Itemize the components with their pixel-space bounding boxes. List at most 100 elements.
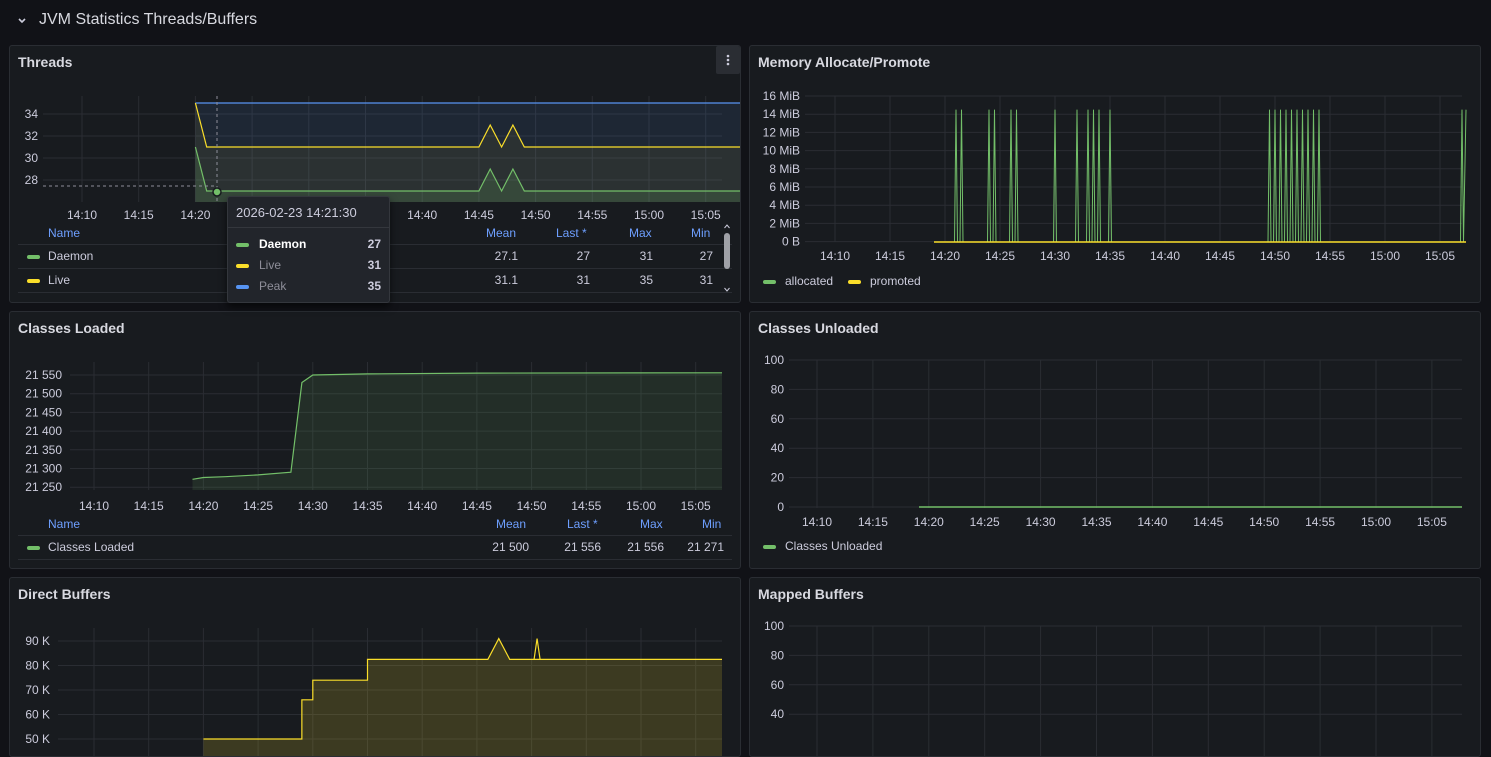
legend-swatch: [27, 546, 40, 550]
y-tick-label: 20: [771, 471, 785, 485]
y-tick-label: 80 K: [25, 659, 50, 673]
y-tick-label: 6 MiB: [769, 180, 800, 194]
x-tick-label: 14:55: [1305, 515, 1335, 529]
x-tick-label: 14:35: [1081, 515, 1111, 529]
x-tick-label: 14:50: [521, 208, 551, 222]
x-tick-label: 14:20: [180, 208, 210, 222]
legend-header-last[interactable]: Last *: [567, 517, 598, 531]
y-tick-label: 16 MiB: [763, 89, 800, 103]
mapped-buffers-chart[interactable]: 100 80 60 40: [750, 578, 1481, 757]
x-tick-label: 14:35: [1095, 249, 1125, 263]
scrollbar-thumb[interactable]: [724, 233, 730, 269]
legend-scrollbar[interactable]: [723, 223, 731, 293]
legend-header-min[interactable]: Min: [691, 226, 711, 240]
chevron-down-icon[interactable]: [15, 11, 29, 29]
x-tick-label: 14:15: [858, 515, 888, 529]
legend-label[interactable]: allocated: [785, 274, 834, 288]
y-tick-label: 8 MiB: [769, 162, 800, 176]
y-tick-label: 0 B: [782, 235, 800, 249]
x-tick-label: 14:45: [464, 208, 494, 222]
mapped-buffers-panel[interactable]: Mapped Buffers 100 80 60 40: [749, 577, 1481, 757]
x-tick-label: 14:45: [1205, 249, 1235, 263]
x-tick-label: 15:05: [691, 208, 721, 222]
y-tick-label: 34: [25, 107, 39, 121]
legend-mean: 27.1: [494, 249, 518, 263]
direct-buffers-chart[interactable]: 90 K 80 K 70 K 60 K 50 K: [10, 578, 741, 757]
legend-label[interactable]: promoted: [870, 274, 921, 288]
hover-point: [212, 187, 222, 197]
tooltip-row: Live 31: [236, 258, 381, 274]
legend-name[interactable]: Classes Loaded: [48, 540, 135, 554]
y-tick-label: 12 MiB: [763, 125, 800, 139]
y-tick-label: 100: [764, 619, 784, 633]
panel-title: Classes Loaded: [18, 320, 125, 336]
panel-title: Threads: [18, 54, 73, 70]
legend-mean: 31.1: [494, 273, 518, 287]
y-tick-label: 90 K: [25, 634, 50, 648]
legend-max: 21 556: [627, 540, 664, 554]
tooltip-value: 31: [367, 258, 381, 272]
y-tick-label: 14 MiB: [763, 107, 800, 121]
legend-header-min[interactable]: Min: [702, 517, 722, 531]
y-tick-label: 30: [25, 151, 39, 165]
panel-title: Mapped Buffers: [758, 586, 864, 602]
x-tick-label: 14:10: [79, 499, 109, 513]
y-tick-label: 21 400: [25, 424, 62, 438]
x-tick-label: 14:40: [407, 208, 437, 222]
direct-buffers-panel[interactable]: Direct Buffers 90 K 80 K 70 K 60 K 50 K: [9, 577, 741, 757]
legend-label[interactable]: Classes Unloaded: [785, 539, 883, 553]
more-vertical-icon[interactable]: [716, 46, 740, 74]
legend-header-last[interactable]: Last *: [556, 226, 587, 240]
legend-header-mean[interactable]: Mean: [486, 226, 517, 240]
row-title: JVM Statistics Threads/Buffers: [39, 11, 258, 28]
panel-menu-button[interactable]: [716, 46, 740, 74]
legend-header-max[interactable]: Max: [640, 517, 663, 531]
classes-loaded-panel[interactable]: Classes Loaded 21 550 21 500 21 450 21 400 2…: [9, 311, 741, 569]
memory-panel[interactable]: Memory Allocate/Promote 16 MiB 14 MiB 12 M…: [749, 45, 1481, 303]
y-tick-label: 80: [771, 382, 785, 396]
y-tick-label: 10 MiB: [763, 144, 800, 158]
x-tick-label: 14:20: [914, 515, 944, 529]
x-tick-label: 15:05: [1417, 515, 1447, 529]
x-tick-label: 14:20: [188, 499, 218, 513]
legend-header-mean[interactable]: Mean: [496, 517, 527, 531]
legend-header-name[interactable]: Name: [48, 517, 81, 531]
series-line-allocated: [934, 109, 1467, 243]
classes-unloaded-panel[interactable]: Classes Unloaded 100 80 60 40 20 0 14:10 14:15 1…: [749, 311, 1481, 569]
y-tick-label: 60: [771, 412, 785, 426]
legend-header-max[interactable]: Max: [629, 226, 652, 240]
y-tick-label: 50 K: [25, 732, 50, 746]
x-tick-label: 14:20: [930, 249, 960, 263]
x-tick-label: 14:25: [985, 249, 1015, 263]
classes-loaded-chart[interactable]: 21 550 21 500 21 450 21 400 21 350 21 300 21 2…: [10, 312, 741, 569]
x-tick-label: 14:25: [243, 499, 273, 513]
x-tick-label: 14:15: [134, 499, 164, 513]
x-tick-label: 14:35: [352, 499, 382, 513]
x-tick-label: 15:00: [1370, 249, 1400, 263]
x-tick-label: 15:00: [634, 208, 664, 222]
legend-name[interactable]: Daemon: [48, 249, 94, 263]
y-tick-label: 100: [764, 353, 784, 367]
legend-swatch: [27, 279, 40, 283]
panel-title: Classes Unloaded: [758, 320, 879, 336]
x-tick-label: 14:15: [875, 249, 905, 263]
x-tick-label: 14:15: [124, 208, 154, 222]
tooltip-value: 27: [367, 237, 381, 251]
legend-name[interactable]: Live: [48, 273, 71, 287]
scroll-arrows-icon[interactable]: [723, 223, 731, 293]
memory-chart[interactable]: 16 MiB 14 MiB 12 MiB 10 MiB 8 MiB 6 MiB 4 MiB 2…: [750, 46, 1481, 303]
legend-header-name[interactable]: Name: [48, 226, 81, 240]
x-tick-label: 14:25: [970, 515, 1000, 529]
classes-unloaded-chart[interactable]: 100 80 60 40 20 0 14:10 14:15 14:20 14:25 14:30 14:…: [750, 312, 1481, 569]
legend-max: 35: [639, 273, 653, 287]
tooltip-row: Daemon 27: [236, 237, 381, 253]
row-header[interactable]: JVM Statistics Threads/Buffers: [0, 0, 1491, 42]
y-tick-label: 21 350: [25, 443, 62, 457]
tooltip-row: Peak 35: [236, 279, 381, 295]
x-tick-label: 14:30: [1040, 249, 1070, 263]
legend-min: 21 271: [687, 540, 724, 554]
series-area: [203, 638, 722, 756]
y-tick-label: 0: [777, 500, 784, 514]
